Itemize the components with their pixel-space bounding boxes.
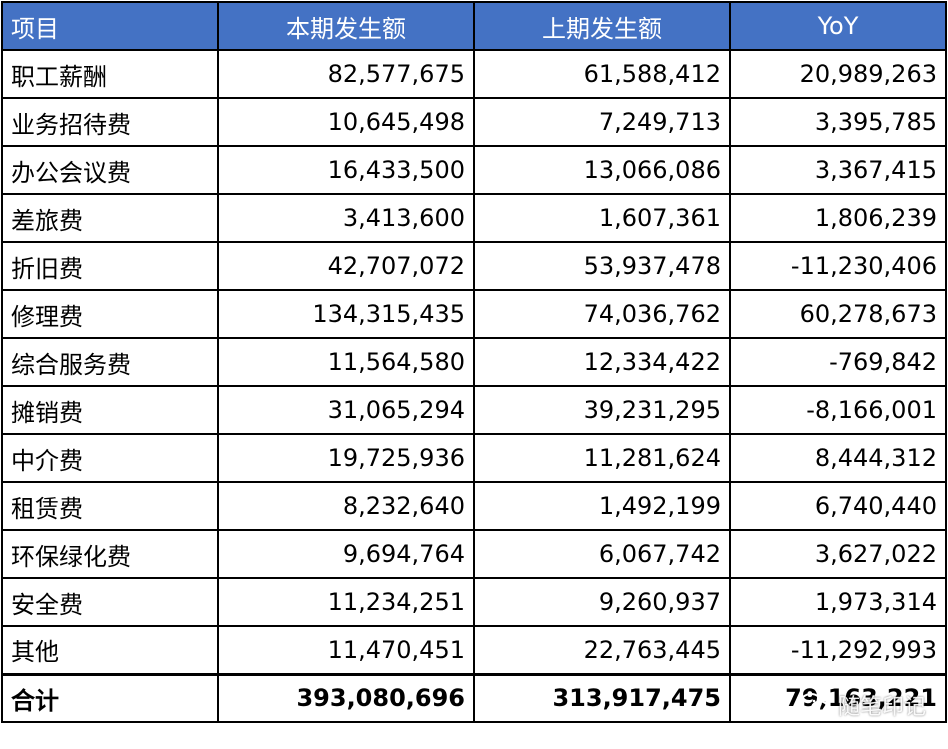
- row-yoy-amount: -769,842: [729, 337, 947, 387]
- row-yoy-amount: 6,740,440: [729, 481, 947, 531]
- header-item: 项目: [1, 1, 219, 51]
- table-row: 折旧费 42,707,072 53,937,478 -11,230,406: [1, 241, 947, 291]
- row-current-amount: 11,564,580: [217, 337, 475, 387]
- table-row: 差旅费 3,413,600 1,607,361 1,806,239: [1, 193, 947, 243]
- table-row: 环保绿化费 9,694,764 6,067,742 3,627,022: [1, 529, 947, 579]
- row-previous-amount: 53,937,478: [473, 241, 731, 291]
- row-previous-amount: 11,281,624: [473, 433, 731, 483]
- table-row: 安全费 11,234,251 9,260,937 1,973,314: [1, 577, 947, 627]
- row-item-name: 业务招待费: [1, 97, 219, 147]
- row-previous-amount: 39,231,295: [473, 385, 731, 435]
- total-previous-amount: 313,917,475: [473, 672, 731, 723]
- header-current-period: 本期发生额: [217, 1, 475, 51]
- table-row: 职工薪酬 82,577,675 61,588,412 20,989,263: [1, 49, 947, 99]
- header-yoy: YoY: [729, 1, 947, 51]
- table-row: 中介费 19,725,936 11,281,624 8,444,312: [1, 433, 947, 483]
- table-row: 其他 11,470,451 22,763,445 -11,292,993: [1, 625, 947, 675]
- row-yoy-amount: 3,627,022: [729, 529, 947, 579]
- row-item-name: 租赁费: [1, 481, 219, 531]
- row-item-name: 修理费: [1, 289, 219, 339]
- row-yoy-amount: -8,166,001: [729, 385, 947, 435]
- expense-table: 项目 本期发生额 上期发生额 YoY 职工薪酬 82,577,675 61,588,…: [1, 1, 947, 723]
- table-row: 租赁费 8,232,640 1,492,199 6,740,440: [1, 481, 947, 531]
- row-current-amount: 16,433,500: [217, 145, 475, 195]
- table-row: 摊销费 31,065,294 39,231,295 -8,166,001: [1, 385, 947, 435]
- row-yoy-amount: 60,278,673: [729, 289, 947, 339]
- row-current-amount: 31,065,294: [217, 385, 475, 435]
- table-row: 业务招待费 10,645,498 7,249,713 3,395,785: [1, 97, 947, 147]
- row-previous-amount: 7,249,713: [473, 97, 731, 147]
- total-label: 合计: [1, 672, 219, 723]
- row-yoy-amount: 3,367,415: [729, 145, 947, 195]
- header-previous-period: 上期发生额: [473, 1, 731, 51]
- row-yoy-amount: 8,444,312: [729, 433, 947, 483]
- table-row: 办公会议费 16,433,500 13,066,086 3,367,415: [1, 145, 947, 195]
- row-item-name: 其他: [1, 625, 219, 675]
- row-yoy-amount: 3,395,785: [729, 97, 947, 147]
- row-previous-amount: 9,260,937: [473, 577, 731, 627]
- total-yoy-amount: 79,163,221: [729, 672, 947, 723]
- row-current-amount: 11,470,451: [217, 625, 475, 675]
- row-previous-amount: 6,067,742: [473, 529, 731, 579]
- row-item-name: 办公会议费: [1, 145, 219, 195]
- row-current-amount: 3,413,600: [217, 193, 475, 243]
- row-yoy-amount: 1,973,314: [729, 577, 947, 627]
- row-previous-amount: 12,334,422: [473, 337, 731, 387]
- row-previous-amount: 74,036,762: [473, 289, 731, 339]
- row-current-amount: 8,232,640: [217, 481, 475, 531]
- row-current-amount: 134,315,435: [217, 289, 475, 339]
- row-current-amount: 42,707,072: [217, 241, 475, 291]
- expense-table-container: 项目 本期发生额 上期发生额 YoY 职工薪酬 82,577,675 61,588,…: [1, 1, 947, 723]
- row-item-name: 职工薪酬: [1, 49, 219, 99]
- table-row: 修理费 134,315,435 74,036,762 60,278,673: [1, 289, 947, 339]
- row-yoy-amount: -11,230,406: [729, 241, 947, 291]
- row-previous-amount: 22,763,445: [473, 625, 731, 675]
- row-current-amount: 9,694,764: [217, 529, 475, 579]
- row-current-amount: 10,645,498: [217, 97, 475, 147]
- row-yoy-amount: -11,292,993: [729, 625, 947, 675]
- row-yoy-amount: 20,989,263: [729, 49, 947, 99]
- row-item-name: 差旅费: [1, 193, 219, 243]
- row-previous-amount: 1,492,199: [473, 481, 731, 531]
- table-header-row: 项目 本期发生额 上期发生额 YoY: [1, 1, 947, 51]
- row-item-name: 中介费: [1, 433, 219, 483]
- row-item-name: 安全费: [1, 577, 219, 627]
- row-item-name: 折旧费: [1, 241, 219, 291]
- row-item-name: 摊销费: [1, 385, 219, 435]
- row-yoy-amount: 1,806,239: [729, 193, 947, 243]
- row-current-amount: 82,577,675: [217, 49, 475, 99]
- row-item-name: 综合服务费: [1, 337, 219, 387]
- total-current-amount: 393,080,696: [217, 672, 475, 723]
- row-current-amount: 11,234,251: [217, 577, 475, 627]
- row-previous-amount: 1,607,361: [473, 193, 731, 243]
- table-row: 综合服务费 11,564,580 12,334,422 -769,842: [1, 337, 947, 387]
- row-previous-amount: 13,066,086: [473, 145, 731, 195]
- table-total-row: 合计 393,080,696 313,917,475 79,163,221: [1, 672, 947, 723]
- row-item-name: 环保绿化费: [1, 529, 219, 579]
- row-previous-amount: 61,588,412: [473, 49, 731, 99]
- row-current-amount: 19,725,936: [217, 433, 475, 483]
